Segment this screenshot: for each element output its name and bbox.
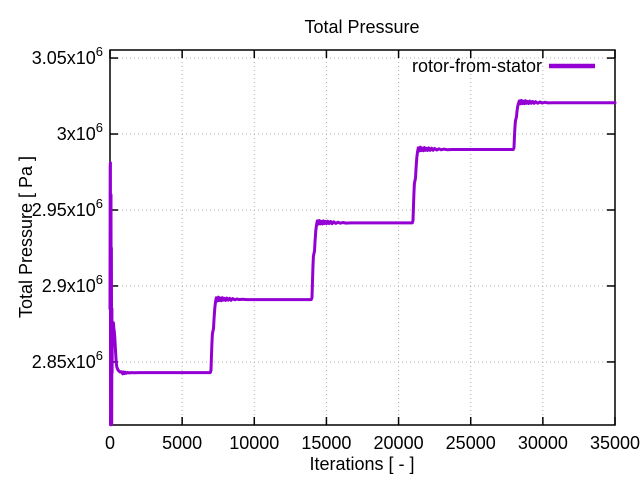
x-tick-label-35000: 35000: [590, 433, 640, 453]
y-tick-label-2.9: 2.9x106: [42, 272, 103, 296]
chart-title: Total Pressure: [304, 17, 419, 37]
y-tick-label-2.85: 2.85x106: [32, 348, 103, 372]
legend: rotor-from-stator: [412, 56, 595, 76]
y-axis-label: Total Pressure [ Pa ]: [16, 156, 36, 318]
x-tick-label-5000: 5000: [162, 433, 202, 453]
grid-lines: [110, 50, 615, 425]
pressure-curve-rotor-from-stator: [108, 98, 617, 427]
y-tick-label-3.05: 3.05x106: [32, 44, 103, 68]
legend-label: rotor-from-stator: [412, 56, 542, 76]
x-tick-label-0: 0: [105, 433, 115, 453]
y-tick-label-3: 3x106: [57, 120, 103, 144]
axis-tick-labels: 0 5000 10000 15000 20000 25000 30000 35000 2.85x…: [32, 44, 640, 453]
x-tick-label-25000: 25000: [446, 433, 496, 453]
x-tick-label-10000: 10000: [229, 433, 279, 453]
x-tick-label-15000: 15000: [301, 433, 351, 453]
axis-ticks: [109, 50, 616, 425]
y-tick-label-2.95: 2.95x106: [32, 196, 103, 220]
x-tick-label-20000: 20000: [374, 433, 424, 453]
plot-border: [109, 49, 616, 426]
x-axis-label: Iterations [ - ]: [309, 454, 414, 474]
x-tick-label-30000: 30000: [518, 433, 568, 453]
